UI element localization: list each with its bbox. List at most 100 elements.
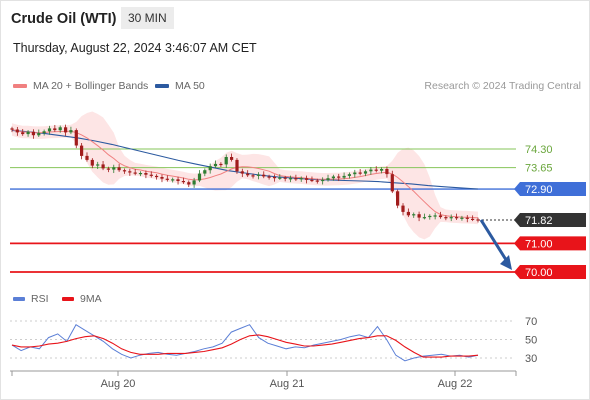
candle-body [155,175,159,178]
timeframe-badge[interactable]: 30 MIN [121,7,174,29]
legend-9ma-label: 9MA [80,293,102,305]
candle-body [187,182,191,185]
candle-body [390,174,394,192]
candle-body [80,145,84,156]
candles [10,124,480,223]
candle-body [74,130,78,146]
legend-rsi-label: RSI [31,293,49,305]
candle-body [112,167,116,170]
candle-body [176,179,180,181]
candle-body [31,131,35,136]
candle-body [208,166,212,171]
candle-body [133,172,137,174]
candle-body [465,217,469,219]
candle-body [101,164,105,169]
candle-body [219,163,223,166]
legend-ma50: MA 50 [155,80,205,92]
legend-ma20: MA 20 + Bollinger Bands [13,80,148,92]
legend-9ma: 9MA [62,293,102,305]
candle-body [433,215,437,217]
candle-body [471,218,475,220]
candle-body [455,217,459,219]
ma20-swatch [13,84,27,89]
timestamp: Thursday, August 22, 2024 3:46:07 AM CET [13,41,257,55]
forecast-arrow-shaft [479,219,510,264]
level-tag-71.00 [514,236,586,251]
candle-body [240,171,244,174]
legend-ma20-label: MA 20 + Bollinger Bands [33,80,149,92]
candle-body [230,157,234,160]
candle-body [337,176,341,178]
bollinger-band [12,111,478,240]
forecast-arrow-head [500,255,512,270]
instrument-title: Crude Oil (WTI) [11,11,117,27]
candle-body [15,129,19,133]
candle-body [380,169,384,171]
candle-body [53,128,57,131]
9ma-swatch [62,297,74,302]
level-tag-72.90 [514,182,586,197]
rsi-tick-50: 50 [525,335,537,347]
candle-body [171,179,175,181]
rsi-series-rsi [11,323,479,362]
candle-body [144,173,148,175]
candle-body [251,175,255,177]
candle-body [438,215,443,218]
candle-body [26,131,30,135]
candle-body [117,167,121,171]
candle-body [213,163,218,167]
candle-body [138,173,143,175]
candle-body [267,176,271,178]
candle-body [96,164,100,166]
candle-body [412,214,416,216]
rsi-swatch [13,297,25,302]
rsi-tick-30: 30 [525,353,537,365]
candle-body [21,132,25,135]
candle-body [283,177,287,179]
level-label-72.90: 72.90 [525,184,553,196]
candle-body [305,178,309,180]
candle-body [401,205,405,212]
candle-body [449,217,453,219]
candle-body [353,172,357,175]
candle-body [149,174,153,176]
level-tag-70.00 [514,265,586,279]
candle-body [428,215,432,218]
candle-body [106,168,110,170]
candle-body [358,172,362,174]
candle-body [203,170,207,174]
rsi-series-9ma [11,334,479,358]
copyright-text: Research © 2024 Trading Central [424,80,581,92]
candle-body [181,181,185,183]
candle-body [422,217,426,219]
candle-body [64,127,68,133]
ma50-swatch [155,84,169,89]
candle-body [85,155,89,160]
level-label-74.30: 74.30 [525,144,553,156]
candle-body [90,159,94,166]
time-tick-label: Aug 20 [101,378,136,390]
candle-body [69,130,73,133]
candle-body [406,211,410,216]
candle-body [347,174,351,176]
level-label-73.65: 73.65 [525,163,553,175]
candle-body [246,173,250,176]
legend-ma50-label: MA 50 [175,80,205,92]
candle-body [299,178,303,180]
ma20-line [11,129,479,219]
candle-body [444,217,448,219]
time-tick-label: Aug 22 [438,378,473,390]
candle-body [37,133,41,136]
candle-body [294,178,298,180]
candle-body [385,169,389,175]
candle-body [235,159,239,172]
candle-body [10,128,14,130]
candle-body [363,171,368,174]
candle-body [460,217,464,219]
candle-body [326,178,330,180]
level-label-71.82: 71.82 [525,215,553,227]
candle-body [278,177,282,179]
candle-body [262,174,266,177]
candle-body [192,180,196,185]
